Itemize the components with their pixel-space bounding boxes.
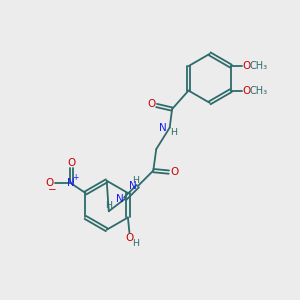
Text: H: H (132, 239, 139, 248)
Text: N: N (67, 178, 75, 188)
Text: N: N (159, 123, 167, 133)
Text: H: H (105, 201, 112, 210)
Text: H: H (132, 176, 139, 185)
Text: N: N (128, 181, 136, 191)
Text: O: O (243, 85, 251, 96)
Text: H: H (170, 128, 177, 137)
Text: O: O (243, 61, 251, 71)
Text: +: + (72, 173, 78, 182)
Text: O: O (125, 233, 134, 243)
Text: N: N (116, 194, 124, 204)
Text: CH₃: CH₃ (250, 61, 268, 71)
Text: O: O (67, 158, 75, 167)
Text: −: − (48, 185, 57, 195)
Text: O: O (45, 178, 53, 188)
Text: CH₃: CH₃ (250, 85, 268, 96)
Text: O: O (147, 99, 155, 109)
Text: O: O (170, 167, 178, 177)
